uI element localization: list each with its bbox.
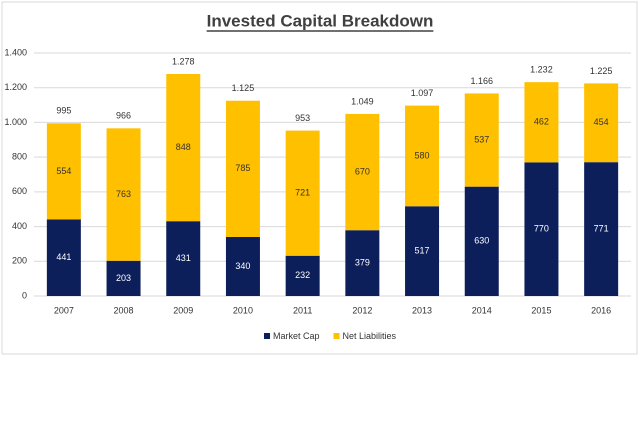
bar-segment bbox=[166, 74, 201, 222]
total-label: 995 bbox=[56, 106, 71, 116]
data-label: 554 bbox=[56, 166, 71, 176]
x-tick-label: 2015 bbox=[531, 305, 551, 315]
bar-segment bbox=[405, 105, 440, 207]
y-tick-label: 400 bbox=[12, 221, 27, 231]
data-label: 580 bbox=[415, 150, 430, 160]
legend-label: Net Liabilities bbox=[343, 331, 397, 341]
data-label: 630 bbox=[474, 236, 489, 246]
x-tick-label: 2007 bbox=[54, 305, 74, 315]
bar-segment bbox=[225, 236, 260, 296]
data-label: 462 bbox=[534, 117, 549, 127]
data-label: 770 bbox=[534, 224, 549, 234]
bar-segment bbox=[46, 123, 81, 220]
y-tick-label: 0 bbox=[22, 290, 27, 300]
total-label: 1.097 bbox=[411, 88, 434, 98]
total-label: 1.232 bbox=[530, 65, 553, 75]
data-label: 537 bbox=[474, 134, 489, 144]
y-tick-label: 200 bbox=[12, 256, 27, 266]
x-tick-label: 2013 bbox=[412, 305, 432, 315]
data-label: 517 bbox=[415, 246, 430, 256]
bar-segment bbox=[46, 219, 81, 296]
bar-segment bbox=[225, 100, 260, 237]
x-tick-label: 2016 bbox=[591, 305, 611, 315]
x-tick-label: 2009 bbox=[173, 305, 193, 315]
bar-segment bbox=[285, 255, 320, 296]
total-label: 966 bbox=[116, 111, 131, 121]
bar-segment bbox=[584, 162, 619, 296]
legend-swatch bbox=[333, 333, 340, 339]
data-label: 721 bbox=[295, 188, 310, 198]
y-tick-label: 1.000 bbox=[4, 117, 27, 127]
total-label: 1.278 bbox=[172, 56, 195, 66]
data-label: 763 bbox=[116, 189, 131, 199]
bar-segment bbox=[345, 230, 380, 296]
x-tick-label: 2012 bbox=[352, 305, 372, 315]
data-label: 670 bbox=[355, 166, 370, 176]
y-tick-label: 800 bbox=[12, 152, 27, 162]
data-label: 232 bbox=[295, 270, 310, 280]
bar-segment bbox=[584, 83, 619, 163]
x-tick-label: 2011 bbox=[293, 305, 312, 315]
data-label: 441 bbox=[56, 252, 71, 262]
data-label: 379 bbox=[355, 257, 370, 267]
total-label: 953 bbox=[295, 113, 310, 123]
bar-segment bbox=[106, 128, 141, 261]
total-label: 1.225 bbox=[590, 66, 613, 76]
bar-segment bbox=[524, 82, 559, 163]
data-label: 431 bbox=[176, 253, 191, 263]
bar-segment bbox=[405, 206, 440, 296]
y-tick-label: 1.200 bbox=[4, 82, 27, 92]
data-label: 785 bbox=[235, 163, 250, 173]
bar-segment bbox=[345, 113, 380, 231]
legend-swatch bbox=[264, 333, 270, 339]
y-tick-label: 1.400 bbox=[4, 47, 27, 57]
total-label: 1.125 bbox=[232, 83, 255, 93]
bar-segment bbox=[464, 186, 499, 296]
data-label: 203 bbox=[116, 273, 131, 283]
bar-segment bbox=[106, 260, 141, 296]
total-label: 1.166 bbox=[470, 76, 493, 86]
x-tick-label: 2010 bbox=[233, 305, 253, 315]
total-label: 1.049 bbox=[351, 96, 374, 106]
data-label: 848 bbox=[176, 142, 191, 152]
legend-label: Market Cap bbox=[273, 331, 320, 341]
bar-segment bbox=[285, 130, 320, 256]
bar-segment bbox=[524, 162, 559, 296]
x-tick-label: 2014 bbox=[472, 305, 492, 315]
bar-segment bbox=[464, 93, 499, 187]
chart-title: Invested Capital Breakdown bbox=[207, 11, 434, 30]
bar-segment bbox=[166, 221, 201, 296]
data-label: 771 bbox=[594, 223, 609, 233]
data-label: 454 bbox=[594, 117, 609, 127]
y-tick-label: 600 bbox=[12, 186, 27, 196]
x-tick-label: 2008 bbox=[114, 305, 134, 315]
data-label: 340 bbox=[235, 261, 250, 271]
